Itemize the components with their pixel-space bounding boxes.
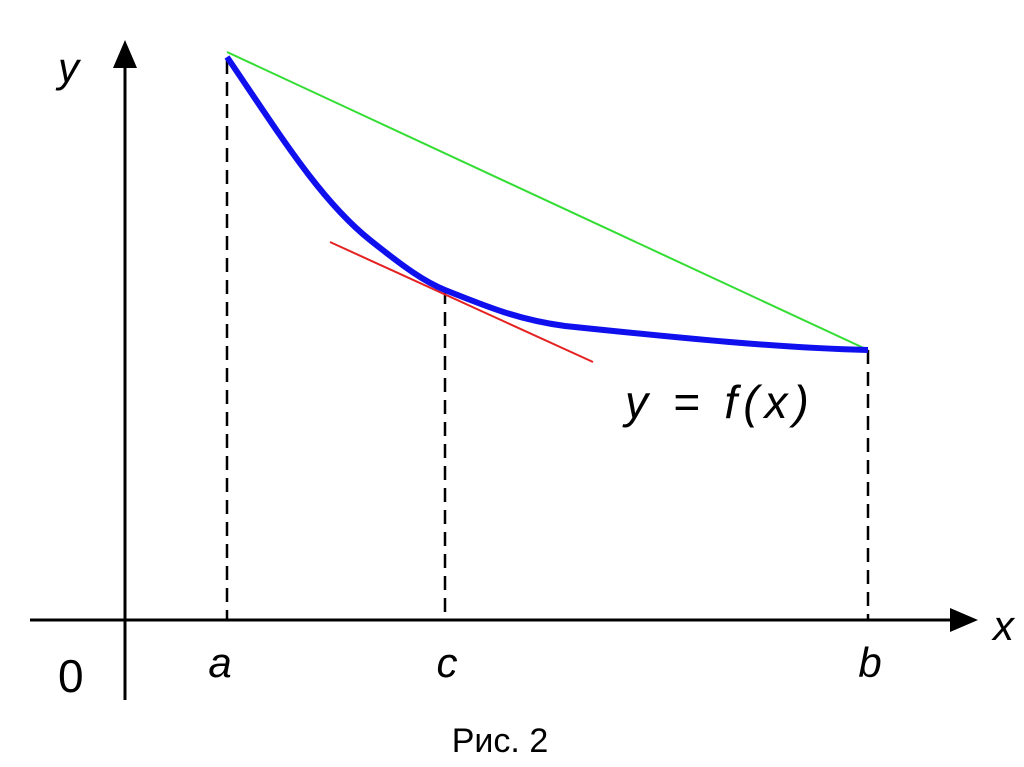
x-axis-arrow bbox=[950, 608, 978, 632]
point-c-label: c bbox=[437, 639, 458, 686]
caption: Рис. 2 bbox=[452, 722, 548, 760]
origin-label: 0 bbox=[58, 650, 84, 702]
function-curve bbox=[224, 55, 869, 353]
y-axis-label: y bbox=[55, 44, 82, 91]
x-axis-label: x bbox=[991, 602, 1016, 649]
tangent bbox=[329, 241, 594, 363]
function-label: y = f(x) bbox=[622, 376, 815, 428]
chord bbox=[226, 51, 869, 351]
point-b-label: b bbox=[858, 639, 881, 686]
dashed-guides bbox=[225, 60, 870, 620]
y-axis-arrow bbox=[113, 40, 137, 68]
point-a-label: a bbox=[208, 639, 231, 686]
